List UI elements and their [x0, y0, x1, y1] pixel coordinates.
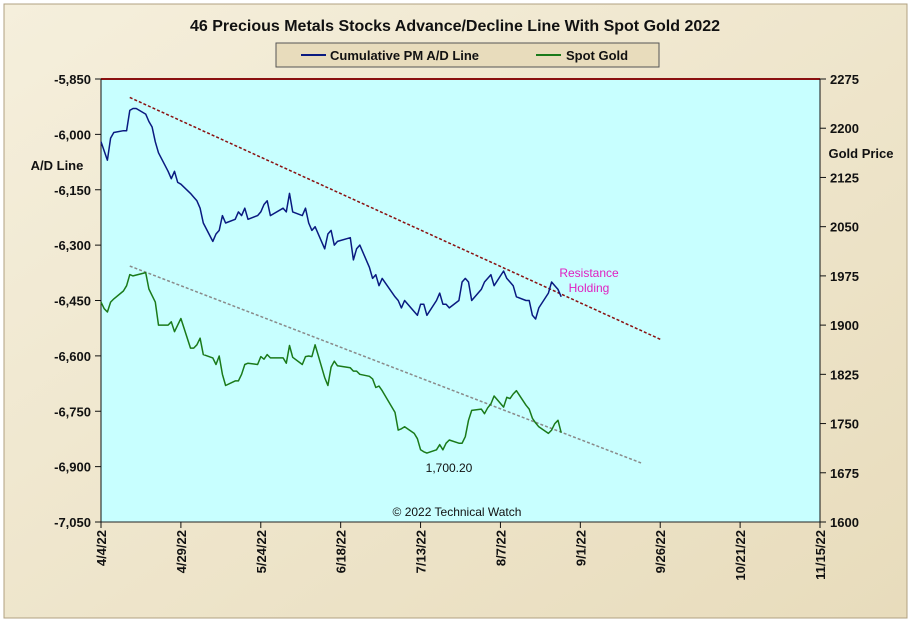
axes: -5,850 -6,000 -6,150 -6,300 -6,450 -6,600 -6,7… — [54, 72, 859, 581]
trendline-support — [129, 265, 642, 464]
legend: Cumulative PM A/D Line Spot Gold — [275, 42, 660, 68]
series — [100, 107, 562, 454]
x-tick-label: 4/29/22 — [174, 530, 189, 573]
series-spot-gold — [100, 271, 562, 454]
right-tick-label: 2200 — [830, 121, 859, 136]
left-tick-label: -6,750 — [54, 404, 91, 419]
x-tick-label: 8/7/22 — [493, 530, 508, 566]
left-tick-label: -6,000 — [54, 127, 91, 142]
series-ad-line — [100, 107, 562, 320]
right-axis-label: Gold Price — [828, 146, 893, 161]
right-tick-label: 2275 — [830, 72, 859, 87]
left-tick-label: -6,450 — [54, 294, 91, 309]
right-tick-label: 1600 — [830, 515, 859, 530]
legend-label-ad-line: Cumulative PM A/D Line — [330, 48, 479, 63]
x-tick-label: 11/15/22 — [813, 530, 828, 580]
low-value-label: 1,700.20 — [426, 461, 473, 475]
right-tick-label: 2125 — [830, 170, 859, 185]
chart-title: 46 Precious Metals Stocks Advance/Declin… — [190, 18, 720, 35]
left-tick-label: -6,600 — [54, 349, 91, 364]
annotation-resistance-line1: Resistance — [559, 266, 619, 280]
right-tick-label: 1975 — [830, 269, 859, 284]
left-tick-label: -6,900 — [54, 460, 91, 475]
legend-label-gold: Spot Gold — [566, 48, 628, 63]
annotation-resistance-line2: Holding — [569, 281, 610, 295]
x-tick-label: 9/26/22 — [653, 530, 668, 573]
left-axis-label: A/D Line — [31, 158, 84, 173]
x-tick-label: 10/21/22 — [733, 530, 748, 581]
trendlines — [129, 96, 661, 464]
x-tick-label: 5/24/22 — [254, 530, 269, 573]
x-tick-label: 6/18/22 — [334, 530, 349, 573]
trendline-resistance — [129, 96, 661, 340]
x-tick-label: 7/13/22 — [414, 530, 429, 573]
right-tick-label: 1825 — [830, 367, 859, 382]
left-tick-label: -6,300 — [54, 238, 91, 253]
copyright: © 2022 Technical Watch — [393, 505, 522, 519]
right-tick-label: 1675 — [830, 466, 859, 481]
legend-box — [275, 42, 660, 68]
right-tick-label: 1750 — [830, 417, 859, 432]
left-tick-label: -7,050 — [54, 515, 91, 530]
x-tick-label: 9/1/22 — [573, 530, 588, 566]
plot-area — [100, 78, 821, 523]
right-tick-label: 2050 — [830, 220, 859, 235]
left-tick-label: -6,150 — [54, 183, 91, 198]
right-tick-label: 1900 — [830, 318, 859, 333]
left-tick-label: -5,850 — [54, 72, 91, 87]
x-tick-label: 4/4/22 — [94, 530, 109, 566]
